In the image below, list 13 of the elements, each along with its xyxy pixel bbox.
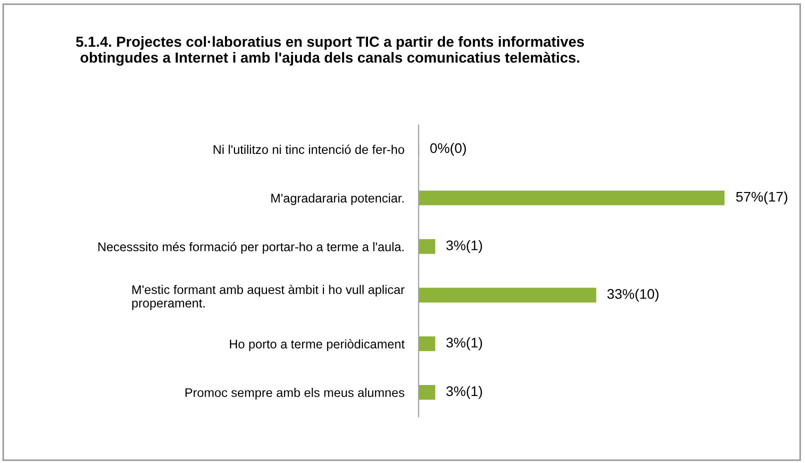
chart-title: 5.1.4. Projectes col·laboratius en suport TIC a partir de fonts informatives obtingudes a Internet i amb l'ajuda dels canals comunicatius telemàtics. [76,36,584,66]
y-tick-label: Ni l'utilitzo ni tinc intenció de fer-ho [214,144,404,154]
y-tick-label: Promoc sempre amb els meus alumnes [186,388,404,400]
data-label: 3%(1) [446,386,482,399]
y-tick-label: M'estic formant amb aquest àmbit i ho vull aplicar properament. [132,284,405,310]
data-label: 57%(17) [736,191,788,204]
y-tick-label: Necesssito més formació per portar-ho a terme a l'aula. [98,242,404,254]
data-label: 3%(1) [446,337,482,350]
data-label: 3%(1) [446,240,482,254]
y-tick-label: M'agradararia potenciar. [271,193,404,206]
data-label: 0%(0) [430,142,466,156]
data-label: 33%(10) [607,288,658,302]
y-tick-label: Ho porto a terme periòdicament [230,339,405,351]
